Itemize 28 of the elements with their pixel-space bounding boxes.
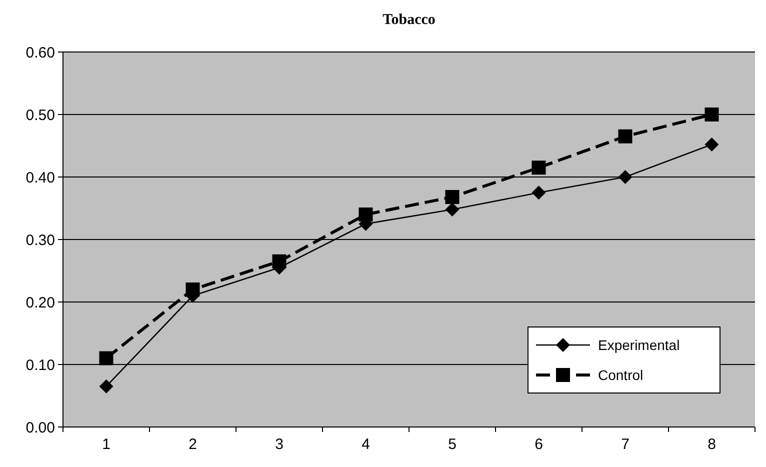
point <box>445 190 460 204</box>
point <box>99 351 114 366</box>
y-tick-label: 0.60 <box>26 44 55 62</box>
x-tick-label: 8 <box>708 436 716 453</box>
y-tick-label: 0.20 <box>26 294 55 312</box>
y-tick-label: 0.50 <box>26 106 55 124</box>
x-tick-label: 7 <box>621 436 630 453</box>
x-tick-label: 6 <box>534 436 543 453</box>
x-tick-label: 4 <box>362 436 370 453</box>
point <box>532 186 546 200</box>
x-tick-label: 3 <box>275 436 284 453</box>
y-tick-label: 0.30 <box>26 232 55 249</box>
chart-title: Tobacco <box>382 12 436 28</box>
y-tick-label: 0.10 <box>26 356 55 374</box>
x-tick-label: 2 <box>188 436 197 453</box>
x-tick-label: 1 <box>102 436 110 453</box>
point <box>618 129 632 144</box>
point <box>704 138 719 152</box>
point <box>99 379 114 394</box>
legend-label: Control <box>598 366 644 383</box>
point <box>445 202 460 216</box>
legend-label: Experimental <box>598 336 680 353</box>
point <box>618 170 632 184</box>
point <box>704 108 719 122</box>
y-tick-label: 0.00 <box>26 419 55 436</box>
x-tick-label: 5 <box>448 436 456 453</box>
point <box>532 160 546 175</box>
y-tick-label: 0.40 <box>26 169 55 186</box>
